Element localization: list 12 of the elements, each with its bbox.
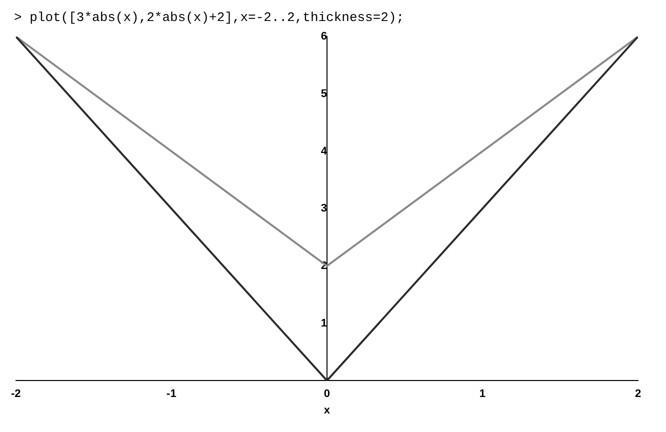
y-tick-label: 6 [320, 30, 327, 43]
x-tick-label: 2 [634, 388, 642, 400]
chart-title: > plot([3*abs(x),2*abs(x)+2],x=-2..2,thickness=2); [13, 9, 406, 27]
x-tick-label: 0 [324, 388, 330, 400]
x-tick-label: 1 [479, 388, 486, 400]
y-tick-label: 3 [320, 202, 327, 215]
y-tick-label: 1 [320, 317, 327, 330]
y-tick-label: 4 [320, 145, 328, 158]
x-axis-title: x [324, 404, 331, 416]
x-tick-label: -2 [11, 388, 21, 400]
x-tick-label: -1 [166, 388, 176, 400]
y-tick-label: 5 [320, 88, 327, 100]
